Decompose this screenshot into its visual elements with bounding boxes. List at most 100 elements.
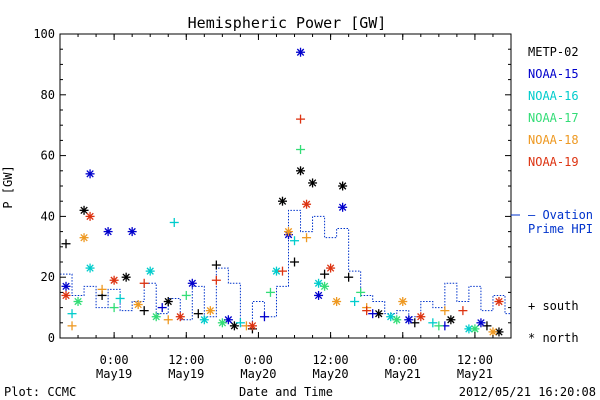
legend-entry-ovation: Prime HPI bbox=[528, 222, 593, 236]
south-marker bbox=[302, 233, 312, 243]
y-tick-label: 80 bbox=[41, 88, 55, 102]
x-axis-label: Date and Time bbox=[239, 385, 333, 399]
x-tick-time-label: 12:00 bbox=[313, 353, 349, 367]
legend-entry: NOAA-18 bbox=[528, 133, 579, 147]
x-tick-date-label: May21 bbox=[385, 367, 421, 381]
north-marker bbox=[470, 324, 480, 334]
legend-entry: NOAA-17 bbox=[528, 111, 579, 125]
north-marker bbox=[85, 263, 95, 273]
north-marker bbox=[73, 297, 83, 307]
legend-entry: NOAA-19 bbox=[528, 155, 579, 169]
south-marker bbox=[290, 236, 300, 246]
marker-legend-south: + south bbox=[528, 299, 579, 313]
north-marker bbox=[302, 199, 312, 209]
south-marker bbox=[139, 306, 149, 316]
north-marker bbox=[314, 290, 324, 300]
y-tick-label: 0 bbox=[48, 331, 55, 345]
ovation-prime-hpi-line bbox=[60, 209, 511, 327]
north-marker bbox=[320, 281, 330, 291]
data-markers bbox=[61, 47, 504, 337]
south-marker bbox=[67, 321, 77, 331]
timestamp: 2012/05/21 16:20:08 bbox=[459, 385, 596, 399]
north-marker bbox=[404, 315, 414, 325]
north-marker bbox=[247, 321, 257, 331]
north-marker bbox=[332, 297, 342, 307]
north-marker bbox=[277, 196, 287, 206]
south-marker bbox=[139, 278, 149, 288]
north-marker bbox=[187, 278, 197, 288]
north-marker bbox=[374, 309, 384, 319]
y-tick-label: 100 bbox=[33, 27, 55, 41]
north-marker bbox=[326, 263, 336, 273]
north-marker bbox=[85, 169, 95, 179]
x-tick-date-label: May19 bbox=[96, 367, 132, 381]
south-marker bbox=[259, 312, 269, 322]
north-marker bbox=[133, 300, 143, 310]
x-tick-time-label: 0:00 bbox=[388, 353, 417, 367]
south-marker bbox=[61, 239, 71, 249]
north-marker bbox=[79, 205, 89, 215]
south-marker bbox=[157, 303, 167, 313]
north-marker bbox=[163, 297, 173, 307]
north-marker bbox=[338, 202, 348, 212]
plot-credit: Plot: CCMC bbox=[4, 385, 76, 399]
north-marker bbox=[494, 297, 504, 307]
south-marker bbox=[193, 309, 203, 319]
y-tick-label: 60 bbox=[41, 149, 55, 163]
x-tick-date-label: May19 bbox=[168, 367, 204, 381]
north-marker bbox=[308, 178, 318, 188]
north-marker bbox=[296, 166, 306, 176]
south-marker bbox=[434, 321, 444, 331]
north-marker bbox=[61, 290, 71, 300]
y-tick-label: 40 bbox=[41, 209, 55, 223]
north-marker bbox=[121, 272, 131, 282]
y-tick-label: 20 bbox=[41, 270, 55, 284]
north-marker bbox=[217, 318, 227, 328]
south-marker bbox=[169, 217, 179, 227]
x-tick-time-label: 0:00 bbox=[100, 353, 129, 367]
south-marker bbox=[290, 257, 300, 267]
plot-frame bbox=[59, 33, 512, 339]
ovation-prime-hpi-path bbox=[60, 209, 511, 327]
south-marker bbox=[265, 287, 275, 297]
north-marker bbox=[85, 211, 95, 221]
south-marker bbox=[67, 309, 77, 319]
x-tick-time-label: 12:00 bbox=[168, 353, 204, 367]
north-marker bbox=[494, 327, 504, 337]
x-tick-date-label: May20 bbox=[313, 367, 349, 381]
north-marker bbox=[398, 297, 408, 307]
north-marker bbox=[296, 47, 306, 57]
north-marker bbox=[79, 233, 89, 243]
south-marker bbox=[109, 303, 119, 313]
marker-legend-north: * north bbox=[528, 331, 579, 345]
south-marker bbox=[296, 114, 306, 124]
south-marker bbox=[115, 293, 125, 303]
north-marker bbox=[284, 227, 294, 237]
north-marker bbox=[488, 327, 498, 337]
south-marker bbox=[362, 306, 372, 316]
south-marker bbox=[428, 318, 438, 328]
south-marker bbox=[458, 306, 468, 316]
north-marker bbox=[229, 321, 239, 331]
south-marker bbox=[368, 309, 378, 319]
x-tick-date-label: May20 bbox=[240, 367, 276, 381]
north-marker bbox=[386, 312, 396, 322]
legend-entry: NOAA-15 bbox=[528, 67, 579, 81]
south-marker bbox=[211, 275, 221, 285]
south-marker bbox=[296, 145, 306, 155]
legend-entry: NOAA-16 bbox=[528, 89, 579, 103]
legend-entry: METP-02 bbox=[528, 45, 579, 59]
y-axis-label: P [GW] bbox=[1, 165, 15, 208]
north-marker bbox=[271, 266, 281, 276]
south-marker bbox=[350, 297, 360, 307]
south-marker bbox=[344, 272, 354, 282]
south-marker bbox=[163, 315, 173, 325]
x-tick-date-label: May21 bbox=[457, 367, 493, 381]
south-marker bbox=[440, 306, 450, 316]
north-marker bbox=[199, 315, 209, 325]
north-marker bbox=[392, 315, 402, 325]
north-marker bbox=[338, 181, 348, 191]
axes: 0204060801000:00May1912:00May190:00May20… bbox=[33, 27, 512, 381]
north-marker bbox=[109, 275, 119, 285]
